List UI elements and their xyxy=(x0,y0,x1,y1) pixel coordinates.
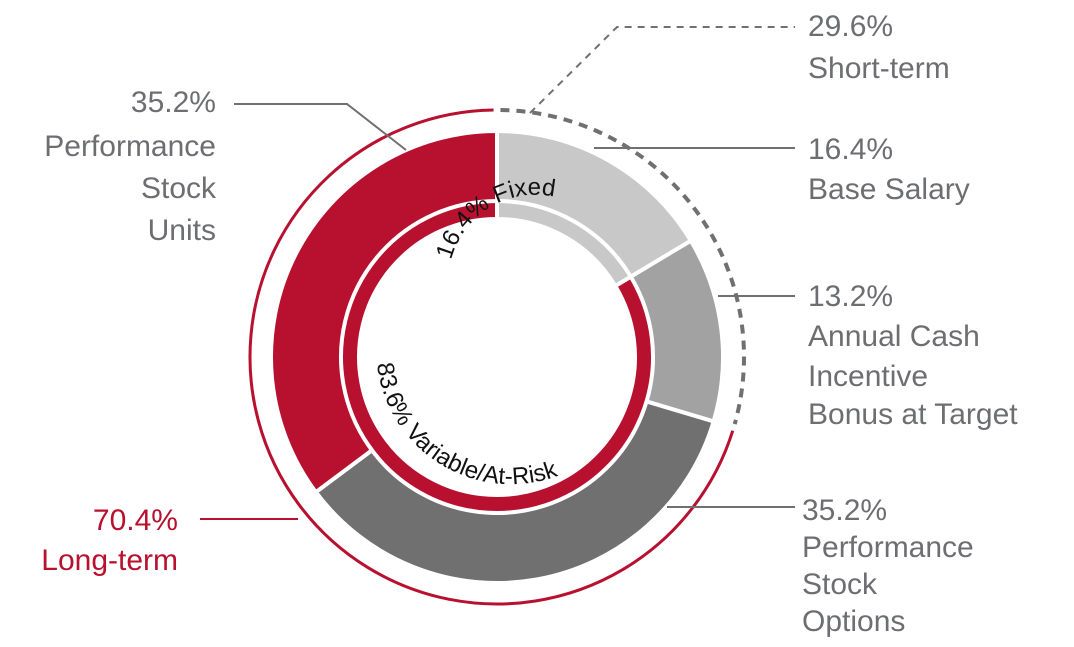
pso-label-line-2: Stock xyxy=(802,568,878,601)
psu-label-line-1: Performance xyxy=(44,130,216,163)
leader-lines xyxy=(200,26,795,520)
psu-value: 35.2% xyxy=(131,86,216,119)
bracket-arc-short-term xyxy=(500,108,746,425)
bracket-arcs xyxy=(248,108,746,606)
psu-label-line-2: Stock xyxy=(141,172,217,205)
pso-value: 35.2% xyxy=(802,494,887,527)
leader-short-term xyxy=(529,26,795,114)
inner-segment-variable-at-risk xyxy=(339,198,655,515)
bonus-label-line-2: Incentive xyxy=(808,360,928,393)
pso-label-line-1: Performance xyxy=(802,531,974,564)
bonus-value: 13.2% xyxy=(808,280,893,313)
inner-ring xyxy=(339,198,655,515)
base-salary-value: 16.4% xyxy=(808,133,893,166)
base-salary-label: Base Salary xyxy=(808,173,970,206)
psu-label-line-3: Units xyxy=(148,214,216,247)
bracket-arc-long-term xyxy=(248,108,735,606)
long-term-label: Long-term xyxy=(41,544,178,577)
bonus-label-line-1: Annual Cash xyxy=(808,320,980,353)
leader-psu xyxy=(234,103,407,151)
bonus-label-line-3: Bonus at Target xyxy=(808,398,1018,431)
pso-label-line-3: Options xyxy=(802,605,905,638)
long-term-value: 70.4% xyxy=(93,504,178,537)
short-term-value: 29.6% xyxy=(808,10,893,43)
short-term-label: Short-term xyxy=(808,52,950,85)
